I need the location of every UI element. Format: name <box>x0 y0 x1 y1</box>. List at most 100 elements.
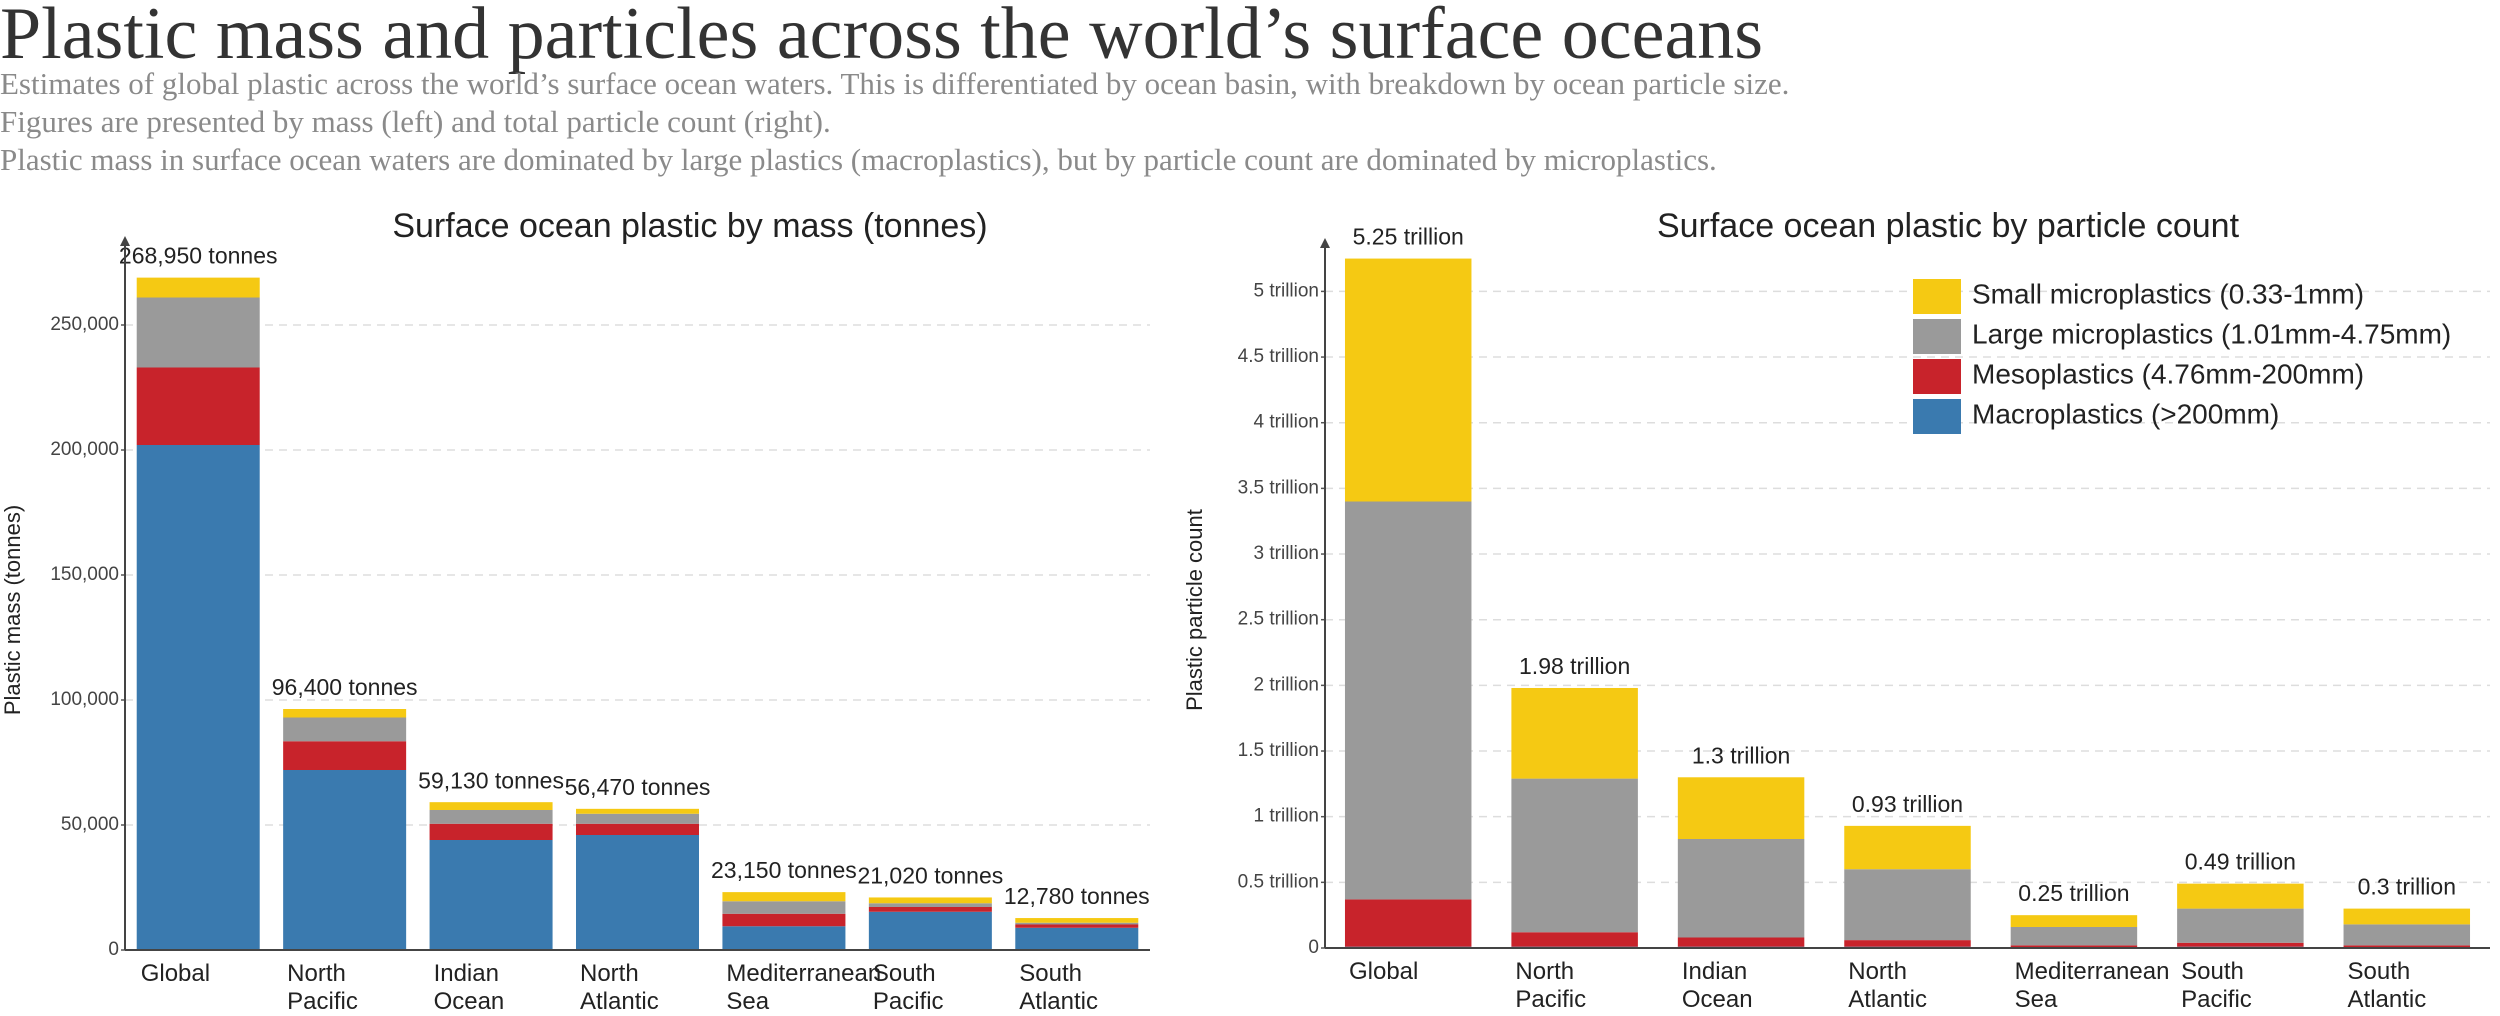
total-label: 5.25 trillion <box>1353 224 1464 250</box>
x-tick-label: South Pacific <box>872 960 944 1015</box>
total-label: 0.3 trillion <box>2358 874 2456 900</box>
legend-label: Mesoplastics (4.76mm-200mm) <box>1972 358 2364 389</box>
bar-segment <box>283 717 407 742</box>
bar-segment <box>2177 908 2304 943</box>
total-label: 96,400 tonnes <box>272 674 418 700</box>
total-label: 0.25 trillion <box>2018 880 2129 906</box>
bar-segment <box>1344 501 1472 900</box>
bar-segment <box>1015 927 1139 950</box>
bar-segment <box>136 367 260 445</box>
x-tick-label: Mediterranean Sea <box>2014 958 2170 1013</box>
bar-segment <box>868 907 992 912</box>
x-tick-label: South Atlantic <box>2347 958 2427 1013</box>
y-tick-label: 150,000 <box>50 564 119 585</box>
bar-segment <box>576 823 699 835</box>
total-label: 1.98 trillion <box>1519 653 1630 679</box>
x-tick-label: North Pacific <box>287 960 358 1015</box>
total-label: 56,470 tonnes <box>565 774 711 800</box>
axis-arrow <box>1320 238 1330 248</box>
y-tick-label: 0 <box>1308 937 1319 958</box>
y-tick-label: 5 trillion <box>1254 280 1319 301</box>
bar-segment <box>1015 918 1139 923</box>
x-tick-label: North Pacific <box>1515 958 1587 1013</box>
bar-segment <box>1844 940 1971 947</box>
bar-segment <box>868 903 992 907</box>
y-tick-label: 4 trillion <box>1254 412 1319 433</box>
bar-segment <box>576 835 699 950</box>
y-tick-label: 0.5 trillion <box>1238 871 1319 892</box>
y-tick-label: 250,000 <box>50 314 119 335</box>
bar-segment <box>868 911 992 950</box>
bar-segment <box>1344 258 1472 502</box>
bar-segment <box>722 926 846 950</box>
x-tick-label: South Atlantic <box>1019 960 1098 1015</box>
bar-segment <box>1511 687 1638 779</box>
bar-segment <box>1844 869 1971 941</box>
chart-title: Surface ocean plastic by mass (tonnes) <box>392 207 987 245</box>
bar-segment <box>1677 937 1805 947</box>
page-title: Plastic mass and particles across the wo… <box>0 0 1764 75</box>
bar-segment <box>722 892 846 902</box>
total-label: 23,150 tonnes <box>711 857 857 883</box>
bar-segment <box>1015 924 1139 928</box>
bar-segment <box>2343 908 2471 925</box>
y-axis-label: Plastic particle count <box>1182 509 1207 711</box>
bar-segment <box>136 297 260 368</box>
y-axis-label: Plastic mass (tonnes) <box>0 505 25 715</box>
bar-segment <box>283 709 407 718</box>
bar-segment <box>1677 777 1805 840</box>
x-tick-label: North Atlantic <box>1848 958 1927 1013</box>
subtitle: Plastic mass in surface ocean waters are… <box>0 142 1717 177</box>
legend-swatch <box>1913 319 1961 354</box>
bar-segment <box>429 840 553 950</box>
bar-segment <box>429 802 553 810</box>
x-tick-label: Mediterranean Sea <box>726 960 882 1015</box>
bar-segment <box>283 770 407 950</box>
subtitle: Estimates of global plastic across the w… <box>0 66 1790 101</box>
total-label: 12,780 tonnes <box>1004 883 1150 909</box>
bar-segment <box>1344 899 1472 947</box>
legend-swatch <box>1913 279 1961 314</box>
y-tick-label: 2.5 trillion <box>1238 609 1319 630</box>
total-label: 1.3 trillion <box>1692 742 1790 768</box>
subtitle: Figures are presented by mass (left) and… <box>0 104 831 139</box>
y-tick-label: 2 trillion <box>1254 674 1319 695</box>
bar-segment <box>2343 924 2471 946</box>
bar-segment <box>429 810 553 824</box>
bar-segment <box>2010 945 2138 948</box>
total-label: 0.49 trillion <box>2185 849 2296 875</box>
bar-segment <box>868 897 992 904</box>
x-tick-label: North Atlantic <box>580 960 659 1015</box>
x-tick-label: Global <box>140 960 211 987</box>
bar-segment <box>576 813 699 824</box>
y-tick-label: 0 <box>108 939 119 960</box>
y-tick-label: 1 trillion <box>1254 806 1319 827</box>
y-tick-label: 4.5 trillion <box>1238 346 1319 367</box>
y-tick-label: 3 trillion <box>1254 543 1319 564</box>
legend-label: Macroplastics (>200mm) <box>1972 398 2279 429</box>
legend-label: Large microplastics (1.01mm-4.75mm) <box>1972 318 2451 349</box>
y-tick-label: 3.5 trillion <box>1238 477 1319 498</box>
x-tick-label: Indian Ocean <box>1681 958 1753 1013</box>
bar-segment <box>1015 922 1139 925</box>
axis-arrow <box>120 236 130 246</box>
bar-segment <box>1844 825 1971 870</box>
bar-segment <box>1511 778 1638 933</box>
total-label: 21,020 tonnes <box>857 863 1003 889</box>
y-tick-label: 100,000 <box>50 689 119 710</box>
total-label: 0.93 trillion <box>1852 791 1963 817</box>
bar-segment <box>2343 945 2471 948</box>
bar-segment <box>1511 932 1638 947</box>
total-label: 268,950 tonnes <box>119 243 278 269</box>
x-tick-label: Indian Ocean <box>433 960 505 1015</box>
bar-segment <box>576 808 699 814</box>
bar-segment <box>136 445 260 950</box>
legend-label: Small microplastics (0.33-1mm) <box>1972 278 2364 309</box>
bar-segment <box>2177 883 2304 909</box>
bar-segment <box>136 277 260 298</box>
bar-segment <box>722 901 846 914</box>
x-tick-label: South Pacific <box>2181 958 2252 1013</box>
x-tick-label: Global <box>1348 958 1419 985</box>
